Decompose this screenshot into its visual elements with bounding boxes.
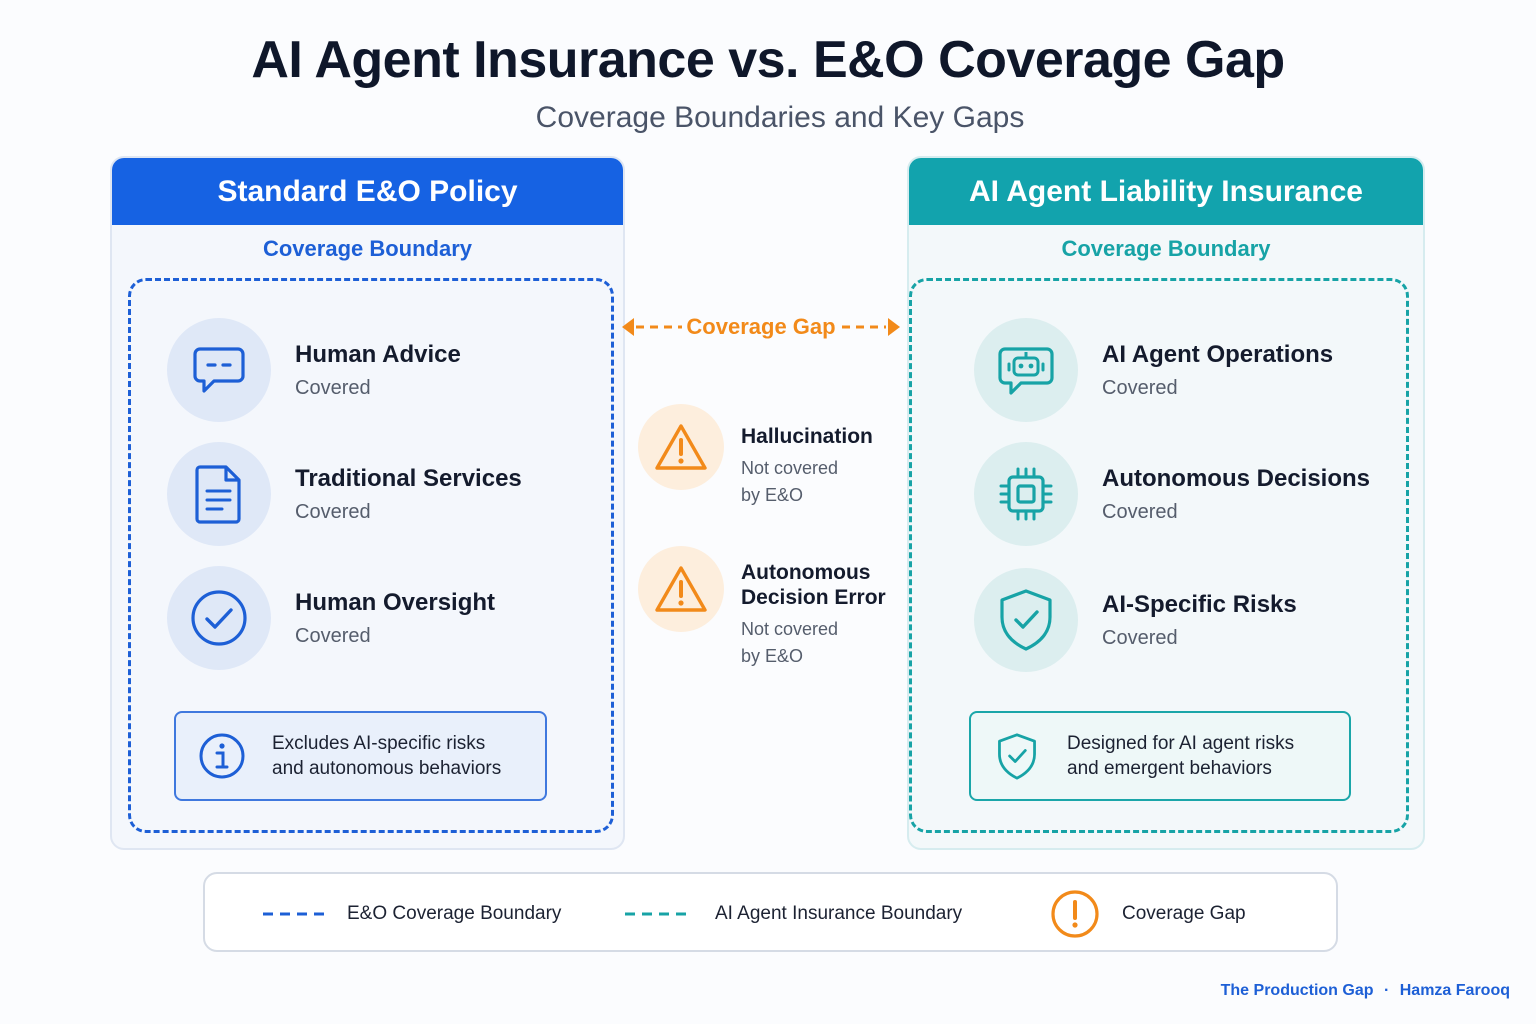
credit-author: Hamza Farooq <box>1399 982 1510 999</box>
gap-status: by E&O <box>741 646 804 666</box>
coverage-gap-arrow: Coverage Gap <box>620 312 902 342</box>
info-icon <box>199 733 245 779</box>
eo-boundary-label: Coverage Boundary <box>262 236 473 261</box>
legend: E&O Coverage Boundary AI Agent Insurance… <box>203 872 1338 952</box>
item-title: Traditional Services <box>295 464 522 492</box>
gap-title: Hallucination <box>741 425 873 448</box>
item-status: Covered <box>1102 376 1178 399</box>
credit-separator: · <box>1383 982 1390 999</box>
alert-circle-icon <box>1051 890 1099 938</box>
note-line: and autonomous behaviors <box>272 758 502 779</box>
legend-label: Coverage Gap <box>1122 903 1246 924</box>
gap-status: Not covered <box>741 458 839 478</box>
eo-item-human-advice: Human Advice Covered <box>167 318 461 422</box>
item-title: Human Advice <box>295 340 461 368</box>
legend-label: AI Agent Insurance Boundary <box>715 903 963 924</box>
note-line: Excludes AI-specific risks <box>272 733 486 754</box>
gap-status: Not covered <box>741 619 839 639</box>
warning-icon <box>638 546 724 632</box>
legend-coverage-gap: Coverage Gap <box>1050 874 1246 954</box>
item-title: AI-Specific Risks <box>1102 590 1297 618</box>
ai-item-specific-risks: AI-Specific Risks Covered <box>974 568 1297 672</box>
gap-item-autonomous-decision-error: Autonomous Decision Error Not covered by… <box>638 546 886 670</box>
item-status: Covered <box>295 376 371 399</box>
legend-label: E&O Coverage Boundary <box>347 903 562 924</box>
check-circle-icon <box>167 566 271 670</box>
coverage-gap-label: Coverage Gap <box>686 314 836 339</box>
item-status: Covered <box>295 500 371 523</box>
legend-ai-boundary: AI Agent Insurance Boundary <box>625 874 962 954</box>
chip-icon <box>974 442 1078 546</box>
ai-panel-header: AI Agent Liability Insurance <box>909 158 1423 225</box>
shield-check-icon <box>998 733 1036 780</box>
eo-policy-panel: Standard E&O Policy Coverage Boundary Hu… <box>110 156 625 850</box>
eo-panel-header: Standard E&O Policy <box>112 158 623 225</box>
warning-icon <box>638 404 724 490</box>
page-title: AI Agent Insurance vs. E&O Coverage Gap <box>251 31 1285 89</box>
ai-liability-panel: AI Agent Liability Insurance Coverage Bo… <box>907 156 1425 850</box>
blue-dash-swatch <box>263 912 329 916</box>
page-subtitle: Coverage Boundaries and Key Gaps <box>535 101 1025 134</box>
shield-check-icon <box>974 568 1078 672</box>
credit-source: The Production Gap <box>1220 982 1374 999</box>
ai-design-note: Designed for AI agent risks and emergent… <box>969 711 1351 801</box>
item-title: Autonomous Decisions <box>1102 464 1371 492</box>
item-status: Covered <box>1102 500 1178 523</box>
eo-coverage-boundary <box>128 278 614 833</box>
gap-status: by E&O <box>741 485 804 505</box>
eo-item-traditional-services: Traditional Services Covered <box>167 442 522 546</box>
gap-title: Decision Error <box>741 586 886 609</box>
note-line: and emergent behaviors <box>1067 758 1272 779</box>
item-title: Human Oversight <box>295 588 496 616</box>
ai-item-operations: AI Agent Operations Covered <box>974 318 1333 422</box>
gap-title: Autonomous <box>741 561 871 584</box>
item-status: Covered <box>295 624 371 647</box>
chat-bubble-icon <box>167 318 271 422</box>
item-status: Covered <box>1102 626 1178 649</box>
teal-dash-swatch <box>625 912 691 916</box>
ai-item-autonomous-decisions: Autonomous Decisions Covered <box>974 442 1370 546</box>
document-icon <box>167 442 271 546</box>
ai-boundary-label: Coverage Boundary <box>1061 236 1271 261</box>
credit-line: The Production Gap · Hamza Farooq <box>1221 982 1510 1000</box>
gap-item-hallucination: Hallucination Not covered by E&O <box>638 404 873 509</box>
legend-eo-boundary: E&O Coverage Boundary <box>263 874 561 954</box>
eo-item-human-oversight: Human Oversight Covered <box>167 566 495 670</box>
eo-exclusion-note: Excludes AI-specific risks and autonomou… <box>174 711 547 801</box>
note-line: Designed for AI agent risks <box>1067 733 1295 754</box>
item-title: AI Agent Operations <box>1102 340 1334 368</box>
robot-chat-icon <box>974 318 1078 422</box>
ai-coverage-boundary <box>909 278 1409 833</box>
